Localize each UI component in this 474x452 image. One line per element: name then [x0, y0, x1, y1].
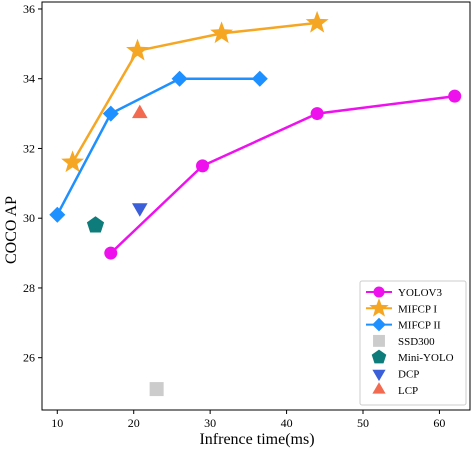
legend-box	[359, 280, 467, 406]
legend-entry-lcp: LCP	[372, 382, 418, 397]
series-group	[49, 10, 462, 397]
x-tick-label-10: 10	[51, 416, 63, 430]
point-mifcp-i-3	[305, 10, 329, 33]
plot-frame	[41, 1, 471, 411]
y-axis-label: COCO AP	[3, 196, 20, 264]
y-tick-label-34: 34	[23, 72, 35, 86]
legend-label-mini-yolo: Mini-YOLO	[398, 352, 454, 364]
y-tick-label-36: 36	[23, 2, 35, 16]
point-lcp-0	[132, 104, 148, 119]
point-dcp-0	[132, 203, 148, 217]
point-yolov3-0	[104, 246, 118, 260]
point-mifcp-ii-3	[251, 70, 268, 87]
x-tick-label-60: 60	[433, 416, 445, 430]
series-lcp	[132, 104, 148, 119]
axes: 10 20 30 40 50 60 26 28 30 32 34 36	[23, 1, 471, 430]
legend-entry-mini-yolo: Mini-YOLO	[371, 349, 454, 364]
legend-entry-dcp: DCP	[372, 369, 419, 382]
point-mini-yolo-0	[86, 216, 105, 233]
y-tick-label-32: 32	[23, 141, 35, 155]
legend-marker-mifcp-ii	[372, 317, 386, 332]
x-axis-label: Infrence time(ms)	[199, 431, 314, 448]
legend-marker-mifcp-i	[369, 298, 389, 317]
legend-label-mifcp-ii: MIFCP II	[398, 320, 441, 332]
point-mifcp-i-1	[126, 38, 149, 61]
point-yolov3-1	[196, 159, 209, 173]
x-tick-label-30: 30	[204, 416, 216, 430]
point-ssd300-0	[149, 382, 164, 397]
legend-label-lcp: LCP	[398, 385, 418, 397]
legend-entry-mifcp-i: MIFCP I	[366, 298, 437, 317]
legend-label-yolov3: YOLOV3	[398, 287, 442, 299]
point-mifcp-i-2	[210, 21, 233, 44]
series-mifcp-i	[61, 10, 329, 173]
legend-marker-ssd300	[373, 334, 385, 347]
legend-entry-yolov3: YOLOV3	[366, 286, 442, 299]
legend-label-ssd300: SSD300	[398, 336, 435, 348]
x-tick-label-40: 40	[281, 416, 293, 430]
legend-label-mifcp-i: MIFCP I	[398, 303, 437, 315]
legend-marker-dcp	[372, 369, 386, 382]
legend-marker-lcp	[372, 382, 386, 394]
point-mifcp-i-0	[61, 150, 84, 173]
x-tick-label-50: 50	[357, 416, 369, 430]
legend-entry-mifcp-ii: MIFCP II	[366, 317, 441, 332]
point-mifcp-ii-0	[49, 206, 66, 223]
point-mifcp-ii-1	[102, 105, 119, 122]
point-mifcp-ii-2	[171, 70, 188, 87]
series-line-mifcp-ii	[56, 77, 260, 216]
series-yolov3	[104, 89, 462, 260]
series-mifcp-ii	[49, 70, 268, 223]
y-tick-label-28: 28	[23, 281, 35, 295]
x-tick-label-20: 20	[128, 416, 140, 430]
y-tick-label-30: 30	[23, 211, 35, 225]
series-line-yolov3	[109, 94, 455, 255]
point-yolov3-2	[310, 107, 324, 121]
legend: YOLOV3 MIFCP I MIFCP II SSD300 Mini-YOLO DCP L…	[359, 280, 467, 406]
series-dcp	[132, 203, 148, 217]
legend-entry-ssd300: SSD300	[373, 334, 435, 348]
series-mini-yolo	[86, 216, 105, 233]
legend-label-dcp: DCP	[398, 369, 419, 381]
y-tick-label-26: 26	[23, 351, 35, 365]
legend-marker-yolov3	[373, 286, 385, 298]
legend-marker-mini-yolo	[371, 349, 387, 364]
series-line-mifcp-i	[71, 21, 318, 164]
series-ssd300	[149, 382, 164, 397]
point-yolov3-3	[448, 89, 462, 103]
